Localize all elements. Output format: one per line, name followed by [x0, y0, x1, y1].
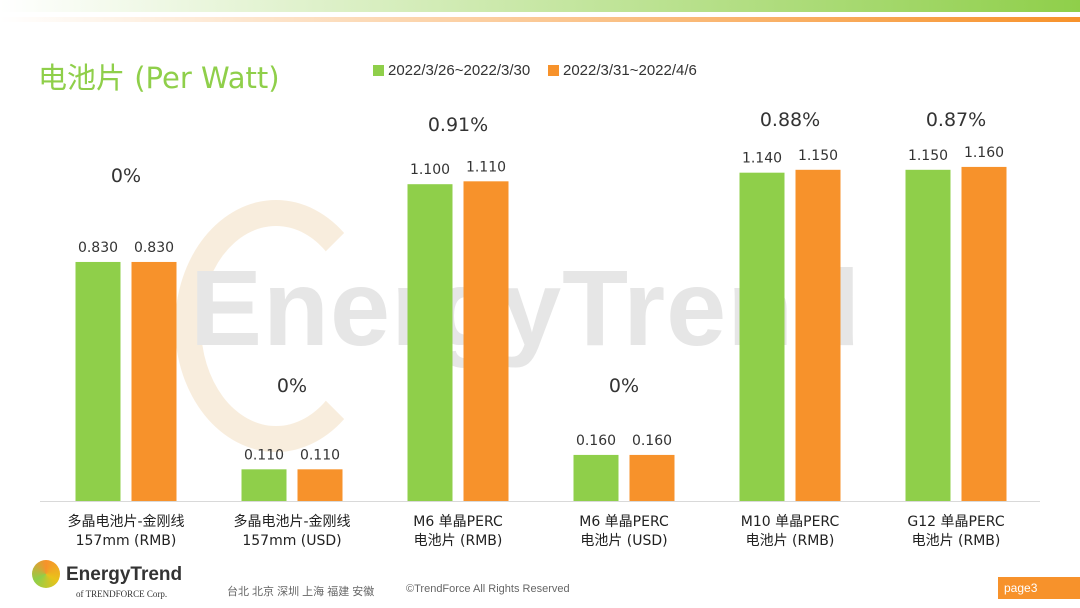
data-label: 1.150 [908, 148, 948, 164]
legend-label: 2022/3/26~2022/3/30 [388, 62, 531, 79]
footer-cities: 台北 北京 深圳 上海 福建 安徽 [227, 586, 375, 598]
bar-series2 [961, 166, 1007, 502]
bar-series2 [297, 469, 343, 501]
legend-swatch [548, 65, 559, 76]
data-label: 0.110 [244, 447, 284, 463]
leaf-logo-icon [32, 560, 60, 588]
bar-series1 [573, 454, 619, 501]
page-number: page3 [998, 577, 1080, 599]
legend-swatch [373, 65, 384, 76]
change-label: 0% [609, 375, 639, 397]
bar-series1 [75, 261, 121, 501]
change-label: 0.91% [428, 114, 488, 136]
top-band-green [0, 0, 1080, 12]
data-label: 1.160 [964, 145, 1004, 161]
bar-series2 [795, 169, 841, 502]
change-label: 0.87% [926, 109, 986, 131]
category-label: M10 单晶PERC 电池片 (RMB) [740, 514, 840, 549]
category-label: 多晶电池片-金刚线 157mm (RMB) [67, 514, 185, 549]
chart-title: 电池片 (Per Watt) [38, 61, 280, 95]
data-label: 0.830 [134, 240, 174, 256]
category-label: M6 单晶PERC 电池片 (RMB) [413, 514, 503, 549]
bar-series1 [905, 169, 951, 502]
data-label: 1.100 [410, 162, 450, 178]
data-label: 0.830 [78, 240, 118, 256]
top-band-orange [0, 17, 1080, 22]
bar-series2 [131, 261, 177, 501]
change-label: 0.88% [760, 109, 820, 131]
footer-copyright: ©TrendForce All Rights Reserved [406, 583, 570, 595]
data-label: 0.160 [632, 433, 672, 449]
data-label: 0.110 [300, 447, 340, 463]
bar-series1 [241, 469, 287, 501]
data-label: 1.150 [798, 148, 838, 164]
bar-series2 [629, 454, 675, 501]
bar-series2 [463, 181, 509, 501]
bar-series1 [739, 172, 785, 501]
data-label: 0.160 [576, 433, 616, 449]
bar-series1 [407, 184, 453, 501]
change-label: 0% [277, 375, 307, 397]
change-label: 0% [111, 165, 141, 187]
data-label: 1.140 [742, 151, 782, 167]
category-label: 多晶电池片-金刚线 157mm (USD) [233, 514, 351, 549]
legend-item-2: 2022/3/31~2022/4/6 [548, 62, 697, 79]
logo-sub: of TRENDFORCE Corp. [76, 589, 168, 599]
legend-label: 2022/3/31~2022/4/6 [563, 62, 697, 79]
category-label: M6 单晶PERC 电池片 (USD) [579, 514, 669, 549]
logo-name: EnergyTrend [66, 564, 183, 585]
data-label: 1.110 [466, 159, 506, 175]
legend-item-1: 2022/3/26~2022/3/30 [373, 62, 530, 79]
category-label: G12 单晶PERC 电池片 (RMB) [907, 514, 1005, 549]
